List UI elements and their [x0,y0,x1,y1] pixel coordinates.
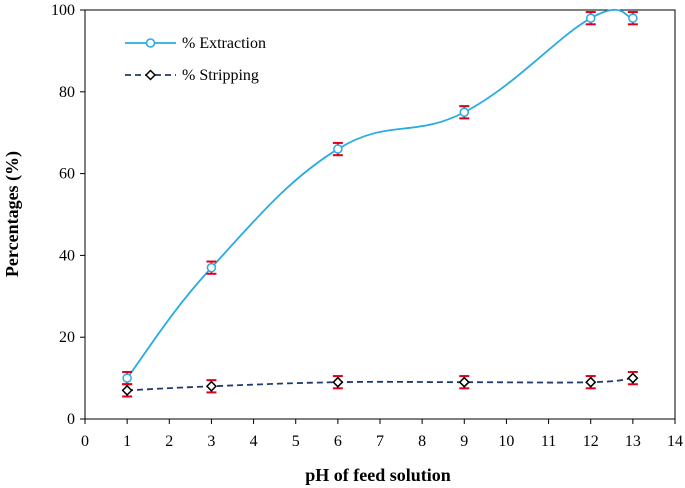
data-point [332,376,344,388]
data-point [628,13,638,23]
data-point [585,376,597,388]
x-tick-label: 1 [123,433,131,450]
data-point [459,107,470,117]
data-point [627,372,639,384]
legend-label: % Stripping [182,67,259,84]
data-point [206,262,217,273]
x-tick-label: 3 [207,433,215,450]
legend-label: % Extraction [182,35,266,52]
x-tick-label: 2 [165,433,173,450]
series-extraction [122,8,638,386]
series-stripping [121,370,639,398]
series-layer [121,8,639,398]
x-tick-label: 8 [418,433,426,450]
x-tick-label: 14 [667,433,683,450]
y-tick-label: 20 [59,329,75,346]
data-point [333,144,343,154]
legend-marker [144,69,157,81]
y-tick-label: 0 [67,411,75,428]
x-tick-label: 0 [81,433,89,450]
y-tick-label: 60 [59,166,75,183]
legend: % Extraction % Stripping [125,35,266,84]
data-point [205,380,217,392]
x-tick-label: 4 [250,433,258,450]
x-tick-label: 6 [334,433,342,450]
y-tick-label: 100 [51,2,75,19]
x-tick-label: 7 [376,433,384,450]
y-axis-title: Percentages (%) [2,151,23,277]
data-point [121,384,133,396]
series-line [127,377,633,392]
x-tick-label: 11 [541,433,556,450]
plot-frame [84,9,676,420]
series-line [126,8,634,379]
x-tick-label: 10 [498,433,514,450]
y-tick-label: 40 [59,247,75,264]
x-axis-title: pH of feed solution [305,465,451,485]
x-tick-label: 13 [625,433,641,450]
legend-marker [145,38,156,48]
x-tick-label: 9 [460,433,468,450]
x-tick-label: 12 [583,433,599,450]
data-point [585,13,596,23]
data-point [122,373,132,383]
y-tick-label: 80 [59,84,75,101]
data-point [458,376,470,388]
x-tick-label: 5 [292,433,300,450]
